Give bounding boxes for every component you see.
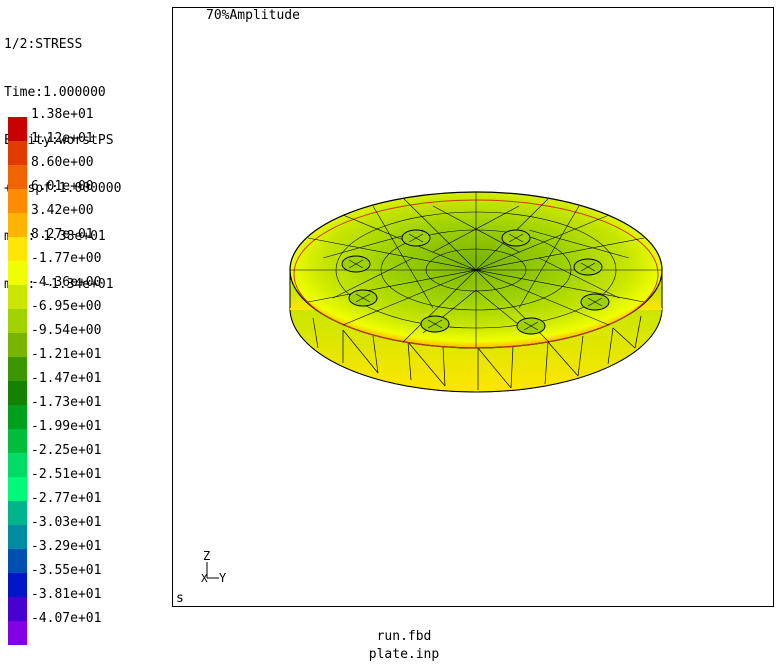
legend-value: -9.54e+00 (31, 323, 102, 338)
legend-value: -6.95e+00 (31, 299, 102, 314)
legend-swatch (8, 309, 27, 333)
legend-value: -1.47e+01 (31, 371, 102, 386)
entity-label: Entity:worstPS (4, 133, 114, 148)
legend-value: -4.36e+00 (31, 275, 102, 290)
legend-value: -1.21e+01 (31, 347, 102, 362)
legend-value: 1.38e+01 (31, 107, 94, 122)
legend-value: -2.77e+01 (31, 491, 102, 506)
side-mesh (312, 315, 642, 390)
legend-swatch (8, 573, 27, 597)
legend-value: -3.55e+01 (31, 563, 102, 578)
legend-swatch (8, 597, 27, 621)
amplitude-label: 70%Amplitude (206, 8, 300, 23)
axis-triad: Z Y X (201, 549, 227, 585)
legend-value: -3.03e+01 (31, 515, 102, 530)
legend-value: -3.81e+01 (31, 587, 102, 602)
legend-swatch (8, 357, 27, 381)
legend-swatch (8, 429, 27, 453)
bolt-hole-mesh (348, 233, 603, 331)
legend-swatch (8, 525, 27, 549)
legend-value: 8.27e-01 (31, 227, 94, 242)
legend-value: -1.99e+01 (31, 419, 102, 434)
legend-value: -4.07e+01 (31, 611, 102, 626)
dispf-label: +Dispf:1.000000 (4, 181, 122, 196)
legend-swatch (8, 453, 27, 477)
graphics-viewport[interactable]: 70%Amplitude Z Y X s (172, 7, 774, 607)
dataset-label: 1/2:STRESS (4, 37, 83, 52)
legend-value: 1.12e+01 (31, 131, 94, 146)
inp-file-label: plate.inp (368, 647, 440, 662)
legend-swatch (8, 333, 27, 357)
legend-value: -3.29e+01 (31, 539, 102, 554)
legend-swatch (8, 501, 27, 525)
legend-swatch (8, 621, 27, 645)
legend-swatch (8, 285, 27, 309)
fbd-file-label: run.fbd (376, 629, 432, 644)
legend-value: 8.60e+00 (31, 155, 94, 170)
plate-model[interactable] (173, 8, 773, 606)
legend-swatch (8, 549, 27, 573)
legend-swatch (8, 477, 27, 501)
legend-swatch (8, 141, 27, 165)
file-names: run.fbd plate.inp (0, 628, 784, 664)
legend-swatch (8, 117, 27, 141)
legend-value: -1.73e+01 (31, 395, 102, 410)
legend-swatch (8, 189, 27, 213)
viewport-corner-label: s (176, 591, 184, 606)
legend-value: -2.25e+01 (31, 443, 102, 458)
legend-swatch (8, 381, 27, 405)
legend-swatch (8, 237, 27, 261)
legend-value: 3.42e+00 (31, 203, 94, 218)
legend-value: 6.01e+00 (31, 179, 94, 194)
legend-swatch (8, 261, 27, 285)
legend-swatch (8, 213, 27, 237)
axis-x-label: X (201, 572, 208, 585)
legend-swatch (8, 165, 27, 189)
axis-y-label: Y (219, 571, 227, 585)
legend-value: -1.77e+00 (31, 251, 102, 266)
legend-swatch (8, 405, 27, 429)
time-label: Time:1.000000 (4, 85, 106, 100)
axis-z-label: Z (203, 549, 210, 563)
legend-value: -2.51e+01 (31, 467, 102, 482)
